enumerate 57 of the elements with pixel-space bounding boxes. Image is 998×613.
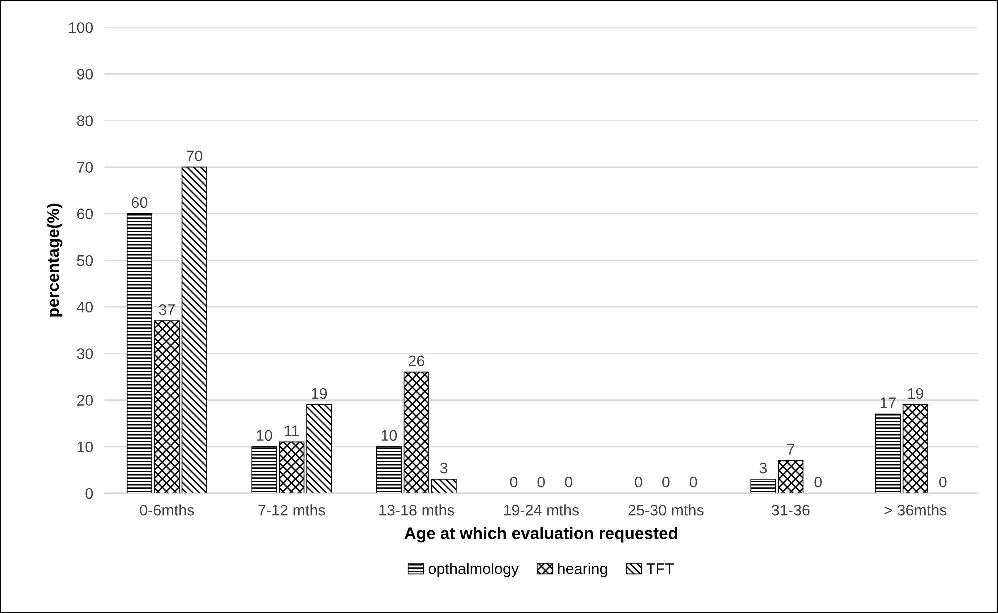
data-label: 17: [880, 398, 896, 408]
data-label: 0: [939, 476, 947, 488]
bar: [279, 442, 305, 494]
data-label: 19: [908, 388, 924, 400]
data-label: 0: [662, 476, 670, 488]
x-tick-label: 13-18 mths: [380, 504, 454, 516]
data-label: 70: [186, 150, 203, 162]
bar: [154, 320, 180, 494]
bar: [404, 372, 430, 494]
bar: [376, 446, 402, 494]
data-label: 10: [382, 430, 398, 442]
x-tick-label: 0-6mths: [140, 504, 194, 516]
bar: [252, 446, 278, 494]
bar: [306, 404, 332, 494]
data-label: 0: [635, 476, 642, 488]
bar: [750, 479, 776, 494]
data-label: 3: [760, 462, 768, 474]
y-axis-title: percentage(%): [47, 204, 63, 317]
y-tick-label: 60: [77, 208, 94, 220]
data-label: 0: [814, 476, 822, 488]
data-label: 10: [257, 430, 272, 442]
bar: [902, 404, 928, 494]
x-tick-label: 31-36: [772, 504, 810, 516]
y-tick-label: 50: [77, 255, 94, 266]
bar: [778, 460, 804, 494]
x-tick-label: 25-30 mths: [628, 504, 704, 516]
y-tick-label: 90: [77, 69, 94, 80]
data-label: 0: [538, 476, 546, 488]
y-tick-label: 40: [77, 302, 94, 313]
data-label: 19: [312, 388, 328, 400]
data-label: 3: [440, 462, 448, 474]
y-tick-label: 0: [86, 488, 94, 500]
legend-label: TFT: [646, 564, 674, 574]
y-tick-label: 10: [78, 442, 94, 453]
data-label: 0: [510, 476, 518, 488]
x-axis-title: Age at which evaluation requested: [404, 527, 678, 543]
x-tick-label: 7-12 mths: [258, 504, 326, 516]
x-tick-label: 19-24 mths: [504, 504, 580, 516]
data-label: 26: [408, 356, 424, 367]
legend-label: hearing: [558, 563, 608, 578]
y-tick-label: 70: [77, 162, 94, 174]
data-label: 11: [285, 426, 300, 436]
legend-label: opthalmology: [428, 563, 520, 578]
y-tick-label: 30: [77, 348, 94, 360]
bar: [126, 214, 152, 494]
bar: [182, 166, 208, 494]
x-tick-label: > 36mths: [884, 504, 947, 516]
data-label: 0: [565, 476, 573, 488]
data-label: 60: [132, 197, 148, 208]
y-tick-label: 80: [77, 116, 94, 126]
data-label: 7: [787, 444, 794, 455]
data-label: 37: [159, 304, 175, 316]
y-tick-label: 100: [69, 22, 94, 34]
bar: [431, 479, 457, 494]
bar: [875, 414, 901, 494]
data-label: 0: [690, 476, 698, 488]
y-tick-label: 20: [77, 395, 94, 406]
